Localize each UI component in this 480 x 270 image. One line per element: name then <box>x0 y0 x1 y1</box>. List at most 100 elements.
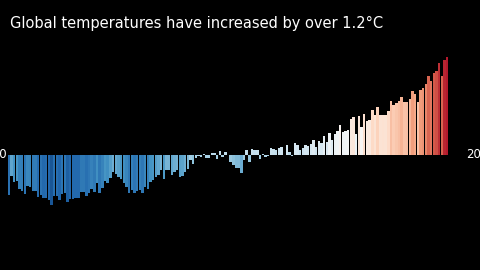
Bar <box>171 155 173 175</box>
Bar <box>331 140 334 155</box>
Bar <box>88 155 90 193</box>
Bar <box>179 155 181 177</box>
Bar <box>419 90 421 155</box>
Bar <box>173 155 176 172</box>
Bar <box>211 153 213 155</box>
Bar <box>77 155 80 198</box>
Bar <box>430 81 432 155</box>
Bar <box>283 154 285 155</box>
Bar <box>253 150 256 155</box>
Bar <box>195 155 197 157</box>
Bar <box>310 144 312 155</box>
Bar <box>227 155 229 156</box>
Bar <box>74 155 77 198</box>
Bar <box>379 115 382 155</box>
Bar <box>334 134 336 155</box>
Bar <box>221 155 224 157</box>
Bar <box>176 155 179 170</box>
Bar <box>325 142 328 155</box>
Bar <box>390 101 392 155</box>
Bar <box>417 102 419 155</box>
Bar <box>400 97 403 155</box>
Bar <box>61 155 63 194</box>
Bar <box>16 155 18 181</box>
Bar <box>350 119 352 155</box>
Bar <box>441 76 443 155</box>
Text: 2020: 2020 <box>466 148 480 161</box>
Bar <box>181 155 184 176</box>
Bar <box>382 115 384 155</box>
Bar <box>90 155 93 189</box>
Bar <box>328 133 331 155</box>
Bar <box>339 125 341 155</box>
Bar <box>299 150 301 155</box>
Bar <box>277 148 280 155</box>
Bar <box>240 155 242 173</box>
Bar <box>192 155 194 164</box>
Bar <box>248 155 251 162</box>
Bar <box>245 150 248 155</box>
Bar <box>219 151 221 155</box>
Bar <box>96 155 98 183</box>
Bar <box>360 127 363 155</box>
Bar <box>208 155 210 158</box>
Bar <box>163 155 165 180</box>
Bar <box>251 149 253 155</box>
Bar <box>149 155 152 182</box>
Bar <box>286 146 288 155</box>
Bar <box>256 150 259 155</box>
Bar <box>229 155 232 161</box>
Bar <box>294 143 296 155</box>
Bar <box>243 155 245 160</box>
Bar <box>264 155 266 157</box>
Bar <box>42 155 45 198</box>
Bar <box>29 155 31 187</box>
Bar <box>18 155 21 189</box>
Bar <box>408 99 411 155</box>
Bar <box>45 155 48 197</box>
Bar <box>432 73 435 155</box>
Bar <box>85 155 87 195</box>
Bar <box>358 116 360 155</box>
Bar <box>312 140 315 155</box>
Bar <box>376 107 379 155</box>
Bar <box>280 147 283 155</box>
Bar <box>438 63 440 155</box>
Bar <box>53 155 56 196</box>
Bar <box>403 102 406 155</box>
Bar <box>203 154 205 155</box>
Text: Global temperatures have increased by over 1.2°C: Global temperatures have increased by ov… <box>10 16 383 31</box>
Bar <box>13 155 15 182</box>
Bar <box>387 111 390 155</box>
Bar <box>205 155 208 158</box>
Bar <box>56 155 58 197</box>
Bar <box>398 101 400 155</box>
Bar <box>26 155 29 186</box>
Bar <box>224 152 227 155</box>
Bar <box>406 102 408 155</box>
Bar <box>32 155 34 191</box>
Bar <box>133 155 136 193</box>
Bar <box>235 155 237 168</box>
Bar <box>80 155 82 192</box>
Bar <box>366 121 368 155</box>
Bar <box>347 130 349 155</box>
Bar <box>152 155 155 180</box>
Bar <box>352 117 355 155</box>
Bar <box>296 145 299 155</box>
Bar <box>355 134 358 155</box>
Bar <box>374 115 376 155</box>
Bar <box>83 155 85 192</box>
Bar <box>344 131 347 155</box>
Bar <box>144 155 146 187</box>
Bar <box>200 155 203 157</box>
Bar <box>259 155 261 159</box>
Bar <box>93 155 96 192</box>
Bar <box>117 155 120 177</box>
Bar <box>59 155 61 200</box>
Bar <box>315 147 317 155</box>
Bar <box>446 57 448 155</box>
Bar <box>371 110 373 155</box>
Bar <box>72 155 74 199</box>
Bar <box>214 153 216 155</box>
